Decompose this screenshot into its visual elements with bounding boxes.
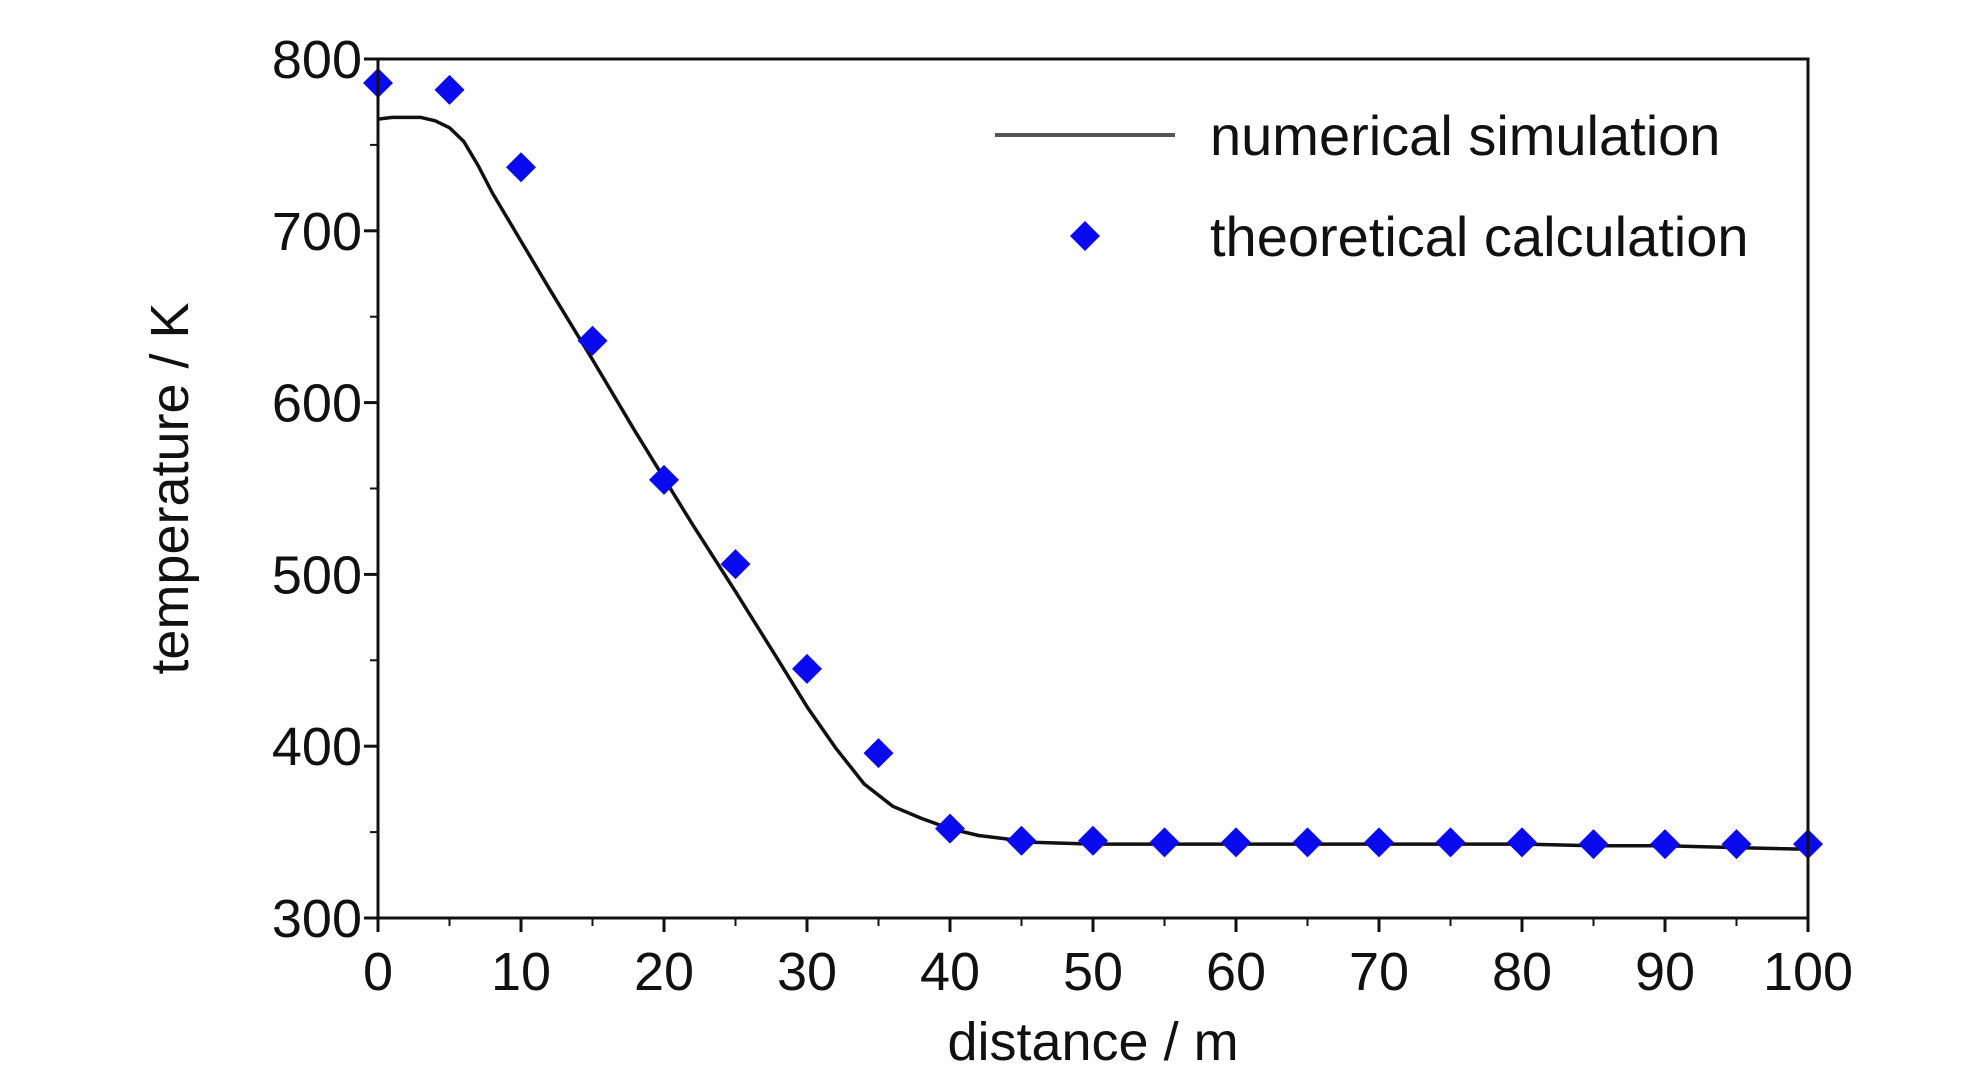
data-point-theoretical-calculation — [1364, 827, 1394, 858]
y-axis-title: temperature / K — [140, 302, 200, 674]
label-layer: 300 400 500 600 700 800 0 10 20 30 40 50 60 70 80 90 100 — [272, 30, 1853, 1002]
y-tick-label: 500 — [272, 545, 362, 605]
data-point-theoretical-calculation — [1721, 829, 1752, 860]
x-tick-label: 80 — [1492, 942, 1552, 1002]
legend-label-numerical-simulation: numerical simulation — [1210, 104, 1720, 167]
data-point-theoretical-calculation — [863, 738, 894, 769]
y-tick-label: 300 — [272, 889, 362, 949]
data-point-theoretical-calculation — [1006, 825, 1037, 856]
data-point-theoretical-calculation — [506, 152, 536, 183]
tick-layer — [364, 57, 1810, 932]
data-point-theoretical-calculation — [1078, 825, 1108, 856]
x-tick-label: 30 — [777, 942, 837, 1002]
x-tick-label: 60 — [1206, 942, 1266, 1002]
y-tick-label: 800 — [272, 30, 362, 90]
data-point-theoretical-calculation — [1507, 827, 1537, 858]
data-layer — [363, 68, 1823, 860]
legend-label-theoretical-calculation: theoretical calculation — [1210, 205, 1749, 268]
data-point-theoretical-calculation — [577, 325, 608, 356]
data-point-theoretical-calculation — [792, 653, 822, 684]
x-tick-label: 100 — [1763, 942, 1853, 1002]
x-tick-label: 20 — [634, 942, 694, 1002]
y-tick-label: 700 — [272, 202, 362, 262]
data-point-theoretical-calculation — [1578, 829, 1609, 860]
x-tick-label: 40 — [920, 942, 980, 1002]
data-point-theoretical-calculation — [1221, 827, 1251, 858]
data-point-theoretical-calculation — [720, 549, 751, 580]
x-tick-label: 70 — [1349, 942, 1409, 1002]
data-point-theoretical-calculation — [649, 464, 679, 495]
legend-diamond-swatch — [1070, 221, 1100, 251]
data-point-theoretical-calculation — [935, 813, 965, 844]
y-tick-label: 400 — [272, 717, 362, 777]
data-point-theoretical-calculation — [1435, 827, 1466, 858]
data-point-theoretical-calculation — [1149, 827, 1180, 858]
data-point-theoretical-calculation — [1650, 829, 1680, 860]
legend: numerical simulation theoretical calcula… — [985, 92, 1775, 292]
x-tick-label: 10 — [491, 942, 551, 1002]
legend-background — [985, 92, 1775, 292]
data-point-theoretical-calculation — [434, 74, 465, 105]
plot-frame — [376, 57, 1810, 920]
x-axis-title: distance / m — [947, 1012, 1238, 1072]
x-tick-label: 50 — [1063, 942, 1123, 1002]
data-point-theoretical-calculation — [1292, 827, 1323, 858]
x-tick-label: 90 — [1635, 942, 1695, 1002]
y-tick-label: 600 — [272, 374, 362, 434]
x-tick-label: 0 — [363, 942, 393, 1002]
